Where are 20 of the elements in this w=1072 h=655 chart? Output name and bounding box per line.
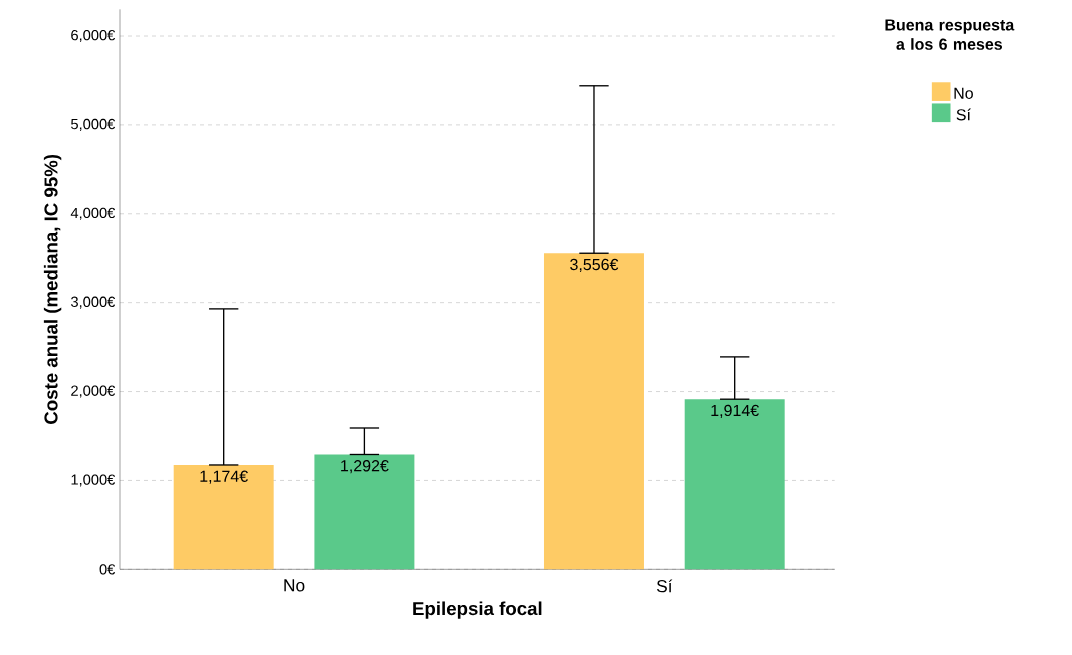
data-label: 1,174€ (200, 470, 248, 484)
bar (173, 465, 274, 570)
y-axis-title: Coste anual (mediana, IC 95%) (43, 155, 62, 425)
y-tick-label: 2,000€ (71, 385, 116, 398)
y-tick-label: 1,000€ (71, 474, 116, 487)
y-tick-label: 3,000€ (71, 296, 116, 309)
bar (543, 253, 644, 570)
y-tick-label: 4,000€ (70, 207, 116, 221)
x-axis-title: Epilepsia focal (413, 601, 542, 620)
bar (314, 454, 415, 570)
legend-title: Buena respuesta a los 6 meses (885, 19, 1015, 51)
y-tick-label: 5,000€ (71, 119, 116, 132)
bar (684, 399, 785, 570)
y-tick-label: 6,000€ (71, 30, 116, 43)
y-tick-label: 0€ (99, 564, 116, 575)
legend-label: Sí (956, 108, 971, 121)
data-label: 3,556€ (570, 259, 619, 273)
data-label: 1,292€ (341, 460, 389, 474)
data-label: 1,914€ (711, 404, 759, 419)
legend-label: No (954, 87, 973, 100)
